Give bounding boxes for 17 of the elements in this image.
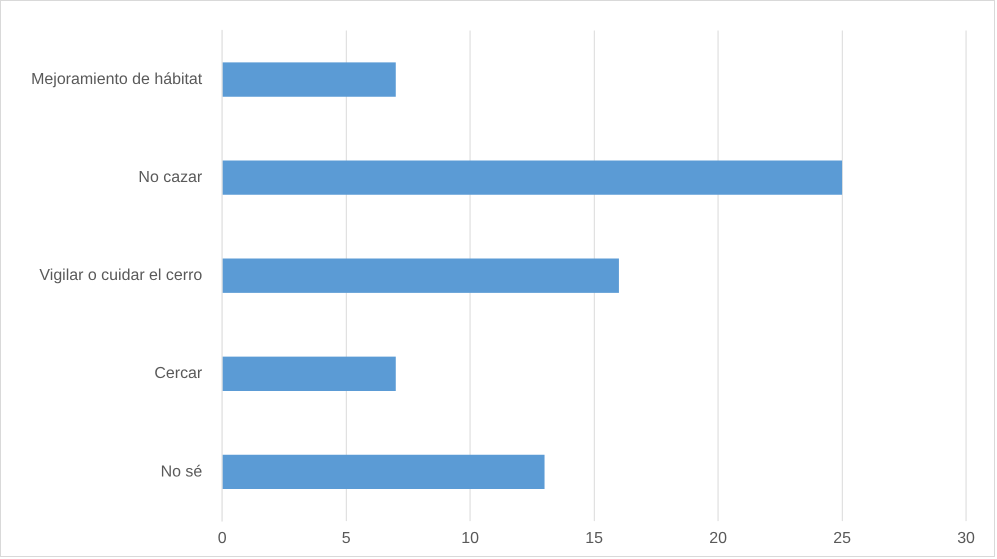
bar	[222, 356, 396, 391]
x-tick-label: 10	[461, 530, 480, 547]
x-tick-label: 0	[218, 530, 227, 547]
y-tick-label: Vigilar o cuidar el cerro	[39, 267, 202, 284]
x-tick-label: 15	[585, 530, 604, 547]
x-tick-label: 20	[709, 530, 728, 547]
x-tick-label: 25	[833, 530, 852, 547]
y-tick-label: Mejoramiento de hábitat	[31, 70, 203, 88]
x-tick-label: 30	[957, 530, 976, 547]
y-tick-label: Cercar	[154, 365, 203, 382]
bar	[222, 454, 545, 490]
bar	[222, 160, 842, 195]
bar	[222, 258, 619, 293]
y-tick-label: No sé	[160, 463, 202, 480]
y-tick-label: No cazar	[138, 169, 203, 186]
x-tick-label: 5	[342, 530, 351, 547]
bar	[222, 62, 396, 97]
